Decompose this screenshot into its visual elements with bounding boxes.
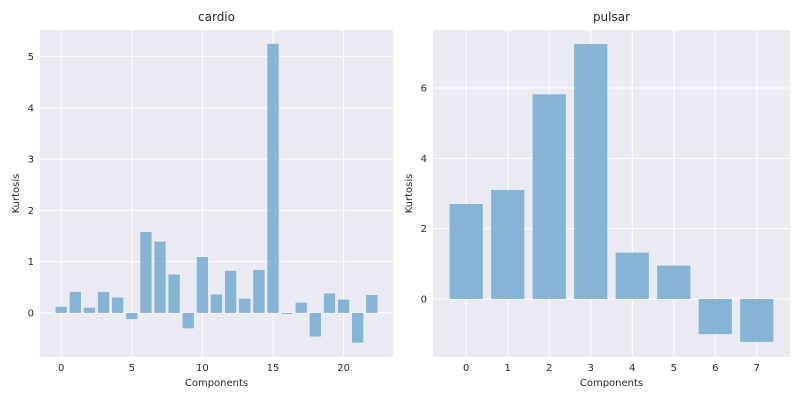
cardio-x-axis-label: Components xyxy=(185,378,248,389)
cardio-y-tick-label: 0 xyxy=(28,308,34,319)
cardio-x-tick-label: 5 xyxy=(129,363,135,374)
pulsar-x-axis-label: Components xyxy=(580,378,643,389)
pulsar-bar xyxy=(740,299,773,342)
cardio-x-tick-label: 0 xyxy=(58,363,64,374)
cardio-y-tick-label: 1 xyxy=(28,257,34,268)
cardio-bar xyxy=(211,294,222,312)
pulsar-x-tick-label: 6 xyxy=(712,363,718,374)
cardio-x-tick-label: 20 xyxy=(337,363,350,374)
pulsar-chart: 0 2 4 6 0 1 2 3 4 5 6 7 pulsar Components Kurtosis xyxy=(404,10,790,389)
pulsar-y-tick-label: 4 xyxy=(421,154,427,165)
cardio-bar xyxy=(154,242,165,313)
cardio-bar xyxy=(183,313,194,328)
cardio-bar xyxy=(126,313,137,319)
pulsar-bar xyxy=(533,94,566,299)
cardio-bar xyxy=(281,313,292,314)
cardio-bar xyxy=(70,292,81,313)
pulsar-x-tick-label: 3 xyxy=(588,363,594,374)
cardio-bar xyxy=(168,274,179,312)
pulsar-x-tick-label: 7 xyxy=(754,363,760,374)
pulsar-title: pulsar xyxy=(593,10,630,24)
cardio-bar xyxy=(112,298,123,313)
pulsar-bar xyxy=(616,253,649,299)
cardio-bar xyxy=(197,257,208,313)
pulsar-x-tick-label: 0 xyxy=(463,363,469,374)
pulsar-y-axis-label: Kurtosis xyxy=(404,174,415,214)
cardio-bar xyxy=(310,313,321,337)
cardio-bar xyxy=(296,303,307,313)
pulsar-x-tick-label: 1 xyxy=(505,363,511,374)
cardio-bar xyxy=(324,293,335,312)
pulsar-x-tick-label: 4 xyxy=(629,363,635,374)
cardio-x-tick-label: 15 xyxy=(267,363,280,374)
cardio-bar xyxy=(352,313,363,343)
cardio-x-tick-label: 10 xyxy=(196,363,209,374)
pulsar-y-tick-label: 0 xyxy=(421,294,427,305)
pulsar-x-tick-label: 2 xyxy=(546,363,552,374)
cardio-bar xyxy=(253,270,264,313)
cardio-y-tick-label: 2 xyxy=(28,206,34,217)
cardio-chart: 0 1 2 3 4 5 0 5 10 15 20 cardio Components Kurtosis xyxy=(11,10,393,389)
cardio-bar xyxy=(140,232,151,313)
cardio-bar xyxy=(338,300,349,313)
pulsar-y-tick-label: 2 xyxy=(421,224,427,235)
cardio-title: cardio xyxy=(198,10,235,24)
pulsar-bar xyxy=(574,44,607,299)
cardio-bar xyxy=(225,271,236,313)
cardio-bar xyxy=(366,295,377,313)
cardio-bar xyxy=(239,299,250,313)
pulsar-bar xyxy=(699,299,732,334)
cardio-y-tick-label: 3 xyxy=(28,155,34,166)
pulsar-bar xyxy=(450,204,483,299)
cardio-y-tick-label: 5 xyxy=(28,52,34,63)
cardio-y-axis-label: Kurtosis xyxy=(11,174,22,214)
pulsar-bar xyxy=(657,266,690,299)
pulsar-plot-area xyxy=(433,30,790,357)
pulsar-x-tick-label: 5 xyxy=(671,363,677,374)
pulsar-bar xyxy=(491,190,524,299)
pulsar-y-tick-label: 6 xyxy=(421,84,427,95)
cardio-bar xyxy=(267,44,278,313)
cardio-bar xyxy=(56,307,67,313)
cardio-bar xyxy=(84,308,95,313)
cardio-y-tick-label: 4 xyxy=(28,103,34,114)
cardio-bar xyxy=(98,292,109,313)
